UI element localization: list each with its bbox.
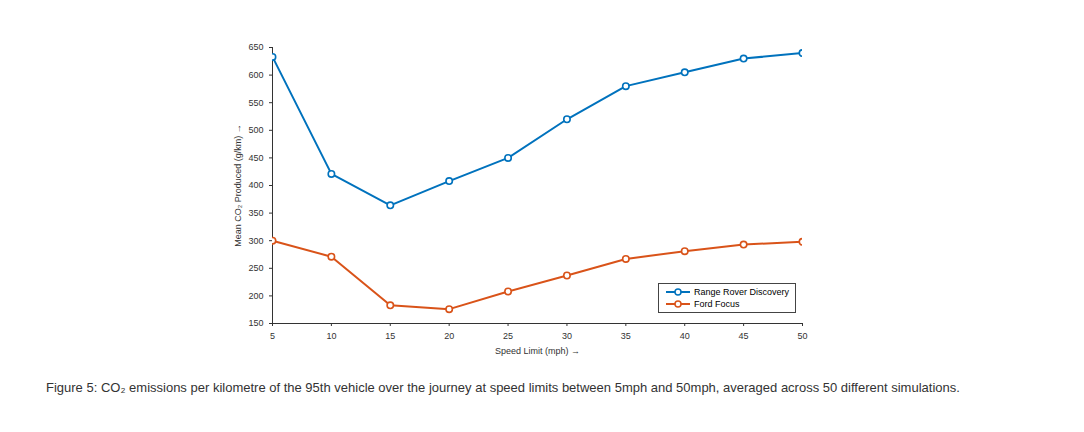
svg-text:45: 45 bbox=[739, 331, 749, 341]
html-text:Ford Focus: Ford Focus bbox=[694, 299, 740, 309]
svg-text:450: 450 bbox=[248, 153, 263, 163]
svg-text:350: 350 bbox=[248, 208, 263, 218]
svg-text:35: 35 bbox=[621, 331, 631, 341]
svg-text:650: 650 bbox=[248, 42, 263, 52]
svg-text:400: 400 bbox=[248, 180, 263, 190]
svg-text:50: 50 bbox=[797, 331, 807, 341]
svg-text:200: 200 bbox=[248, 291, 263, 301]
svg-text:Mean CO₂ Produced (g/km) →: Mean CO₂ Produced (g/km) → bbox=[233, 124, 243, 247]
svg-text:25: 25 bbox=[503, 331, 513, 341]
svg-text:550: 550 bbox=[248, 98, 263, 108]
svg-text:15: 15 bbox=[385, 331, 395, 341]
svg-text:150: 150 bbox=[248, 318, 263, 328]
svg-text:10: 10 bbox=[326, 331, 336, 341]
svg-text:Speed Limit (mph) →: Speed Limit (mph) → bbox=[495, 346, 580, 356]
svg-text:40: 40 bbox=[680, 331, 690, 341]
svg-text:600: 600 bbox=[248, 70, 263, 80]
svg-text:30: 30 bbox=[562, 331, 572, 341]
svg-text:20: 20 bbox=[444, 331, 454, 341]
html-text:Figure 5: CO₂ emissions per ki: Figure 5: CO₂ emissions per kilometre of… bbox=[46, 380, 960, 395]
svg-text:300: 300 bbox=[248, 236, 263, 246]
svg-text:250: 250 bbox=[248, 263, 263, 273]
svg-text:5: 5 bbox=[270, 331, 275, 341]
html-text:Range Rover Discovery: Range Rover Discovery bbox=[694, 287, 789, 297]
svg-text:500: 500 bbox=[248, 125, 263, 135]
